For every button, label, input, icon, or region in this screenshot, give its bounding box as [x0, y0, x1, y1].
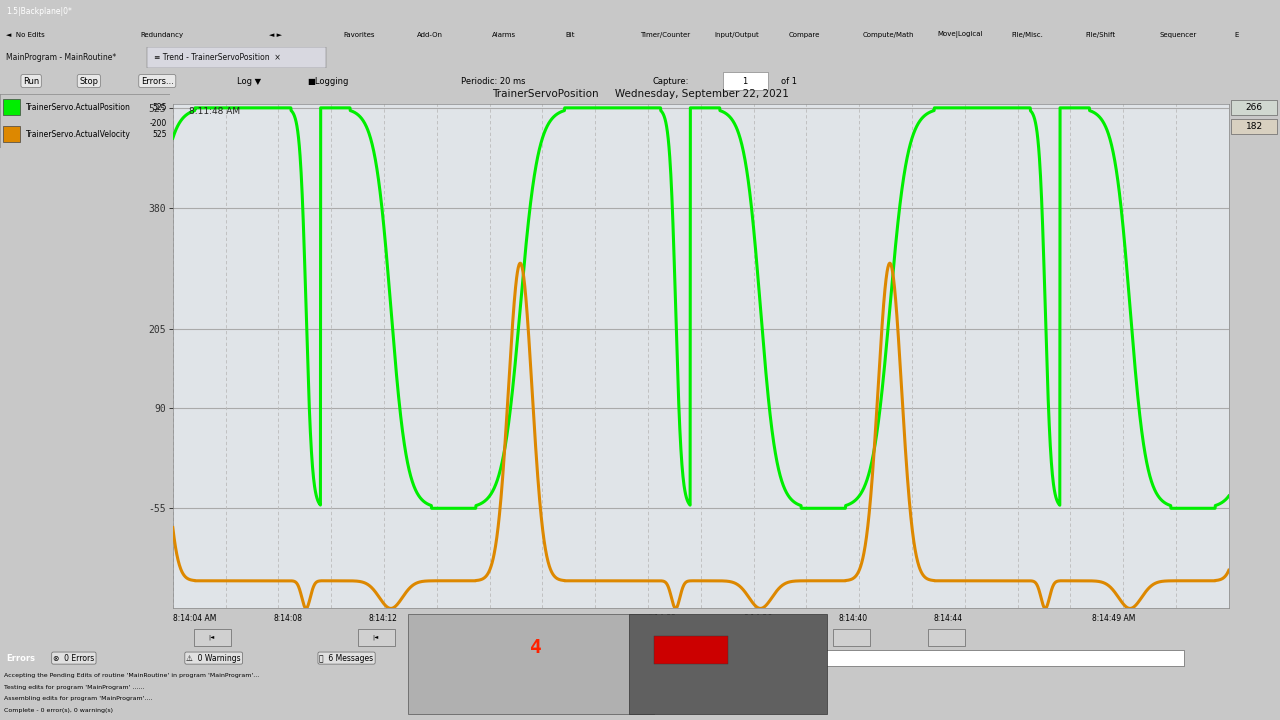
Text: ■Logging: ■Logging: [307, 76, 348, 86]
Text: Compare: Compare: [788, 32, 820, 38]
Text: TrainerServo.ActualPosition: TrainerServo.ActualPosition: [26, 102, 131, 112]
Text: 4: 4: [530, 638, 541, 657]
Text: ≡ Trend - TrainerServoPosition  ×: ≡ Trend - TrainerServoPosition ×: [154, 53, 280, 62]
Text: Input/Output: Input/Output: [714, 32, 759, 38]
Text: Complete - 0 error(s), 0 warning(s): Complete - 0 error(s), 0 warning(s): [4, 708, 114, 713]
Text: ⚠  0 Warnings: ⚠ 0 Warnings: [187, 654, 241, 662]
Text: File/Shift: File/Shift: [1085, 32, 1116, 38]
Text: TrainerServo.ActualVelocity: TrainerServo.ActualVelocity: [26, 130, 131, 138]
Text: File/Misc.: File/Misc.: [1011, 32, 1043, 38]
Text: Add-On: Add-On: [417, 32, 443, 38]
Text: Compute/Math: Compute/Math: [863, 32, 914, 38]
Bar: [195, 629, 230, 646]
Text: MainProgram - MainRoutine*: MainProgram - MainRoutine*: [6, 53, 116, 62]
Text: ⊗  0 Errors: ⊗ 0 Errors: [54, 654, 95, 662]
Text: Log ▼: Log ▼: [237, 76, 261, 86]
Text: ◄  No Edits: ◄ No Edits: [6, 32, 45, 38]
Text: |◄: |◄: [209, 635, 215, 641]
Bar: [1231, 100, 1277, 115]
Bar: [630, 614, 827, 714]
Text: Move|Logical: Move|Logical: [937, 32, 983, 38]
Text: 8:14:04 AM: 8:14:04 AM: [173, 613, 216, 623]
Bar: [928, 629, 965, 646]
Text: 1: 1: [742, 76, 748, 86]
Bar: [737, 629, 774, 646]
Text: Run: Run: [23, 76, 40, 86]
Text: 8:14:12: 8:14:12: [369, 613, 397, 623]
Text: Timer/Counter: Timer/Counter: [640, 32, 690, 38]
Text: 8:14:49 AM: 8:14:49 AM: [1092, 613, 1135, 623]
Bar: [659, 629, 695, 646]
Text: 8:14:32: 8:14:32: [648, 613, 677, 623]
Bar: [654, 636, 728, 664]
Text: Alarms: Alarms: [492, 32, 516, 38]
Text: 8:14:08: 8:14:08: [273, 613, 302, 623]
Bar: [677, 650, 1184, 666]
Bar: [357, 629, 394, 646]
Text: 8:11:48 AM: 8:11:48 AM: [189, 107, 241, 116]
Text: Assembling edits for program 'MainProgram'....: Assembling edits for program 'MainProgra…: [4, 696, 152, 701]
Text: Accepting the Pending Edits of routine 'MainRoutine' in program 'MainProgram'...: Accepting the Pending Edits of routine '…: [4, 673, 260, 678]
Text: |◄: |◄: [372, 635, 379, 641]
Bar: [723, 72, 768, 90]
Bar: [4, 99, 20, 115]
Text: Stop: Stop: [79, 76, 99, 86]
Text: 182: 182: [1245, 122, 1263, 130]
Text: -200: -200: [150, 119, 166, 128]
Text: Errors...: Errors...: [141, 76, 174, 86]
Bar: [4, 126, 20, 143]
Text: TrainerServoPosition     Wednesday, September 22, 2021: TrainerServoPosition Wednesday, Septembe…: [492, 89, 788, 99]
Text: Favorites: Favorites: [343, 32, 375, 38]
Text: Testing edits for program 'MainProgram' ......: Testing edits for program 'MainProgram' …: [4, 685, 145, 690]
Text: ⓘ  6 Messages: ⓘ 6 Messages: [320, 654, 374, 662]
Text: Redundancy: Redundancy: [141, 32, 184, 38]
Text: Errors: Errors: [6, 654, 36, 662]
Bar: [833, 629, 870, 646]
Text: Search...: Search...: [699, 654, 732, 662]
Text: 8:14:36: 8:14:36: [742, 613, 772, 623]
Text: 1.5|Backplane|0*: 1.5|Backplane|0*: [6, 7, 72, 16]
Bar: [1231, 119, 1277, 134]
Text: Periodic: 20 ms: Periodic: 20 ms: [461, 76, 525, 86]
Text: of 1: of 1: [781, 76, 796, 86]
Text: 8:14:44: 8:14:44: [933, 613, 963, 623]
Text: Capture:: Capture:: [653, 76, 689, 86]
Text: 525: 525: [152, 130, 166, 138]
Text: E: E: [1234, 32, 1238, 38]
Text: ◄ ►: ◄ ►: [269, 32, 282, 38]
Text: 266: 266: [1245, 103, 1263, 112]
Text: 8:14:40: 8:14:40: [838, 613, 868, 623]
Bar: [408, 614, 654, 714]
Text: 525: 525: [152, 102, 166, 112]
Text: Bit: Bit: [566, 32, 575, 38]
Bar: [147, 47, 326, 68]
Text: Sequencer: Sequencer: [1160, 32, 1197, 38]
